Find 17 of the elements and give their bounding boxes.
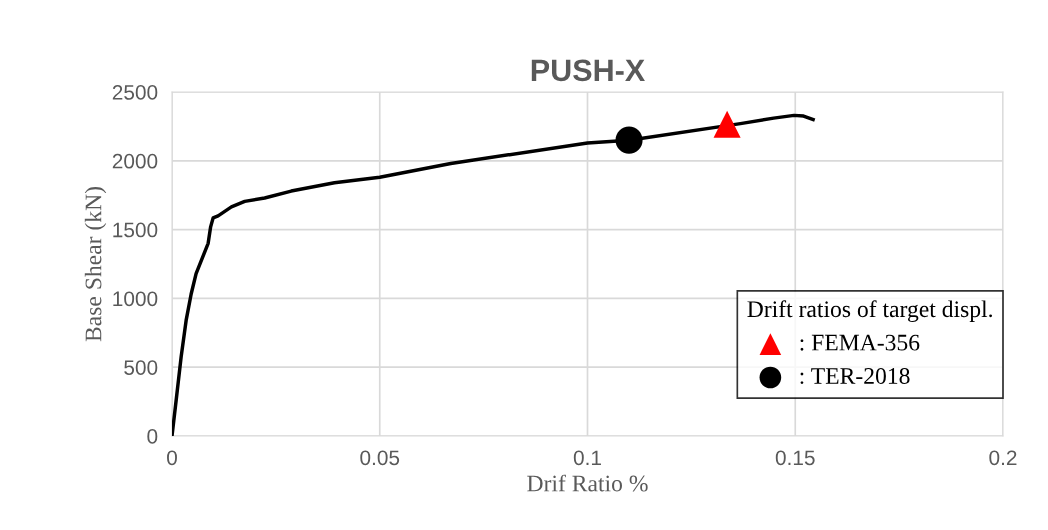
x-tick-label: 0: [167, 450, 177, 466]
y-tick-label: 2500: [112, 85, 158, 100]
y-tick-label: 1000: [113, 291, 158, 307]
x-tick-label: 0.1: [573, 450, 601, 466]
legend-label: : FEMA-356: [800, 334, 920, 351]
y-tick-label: 500: [124, 360, 158, 375]
y-axis-title: Base Shear (kN): [84, 187, 107, 342]
x-tick-label: 0.15: [775, 450, 815, 466]
y-tick-label: 2000: [112, 153, 158, 169]
legend-label: : TER-2018: [800, 367, 910, 385]
x-axis-title: Drif Ratio %: [527, 474, 648, 492]
y-tick-label: 0: [147, 429, 158, 444]
x-tick-label: 0.05: [360, 450, 400, 466]
chart-title: PUSH-X: [531, 59, 645, 82]
x-tick-label: 0.2: [989, 450, 1017, 466]
y-tick-label: 1500: [113, 222, 158, 238]
legend-title: Drift ratios of target displ.: [747, 300, 992, 322]
